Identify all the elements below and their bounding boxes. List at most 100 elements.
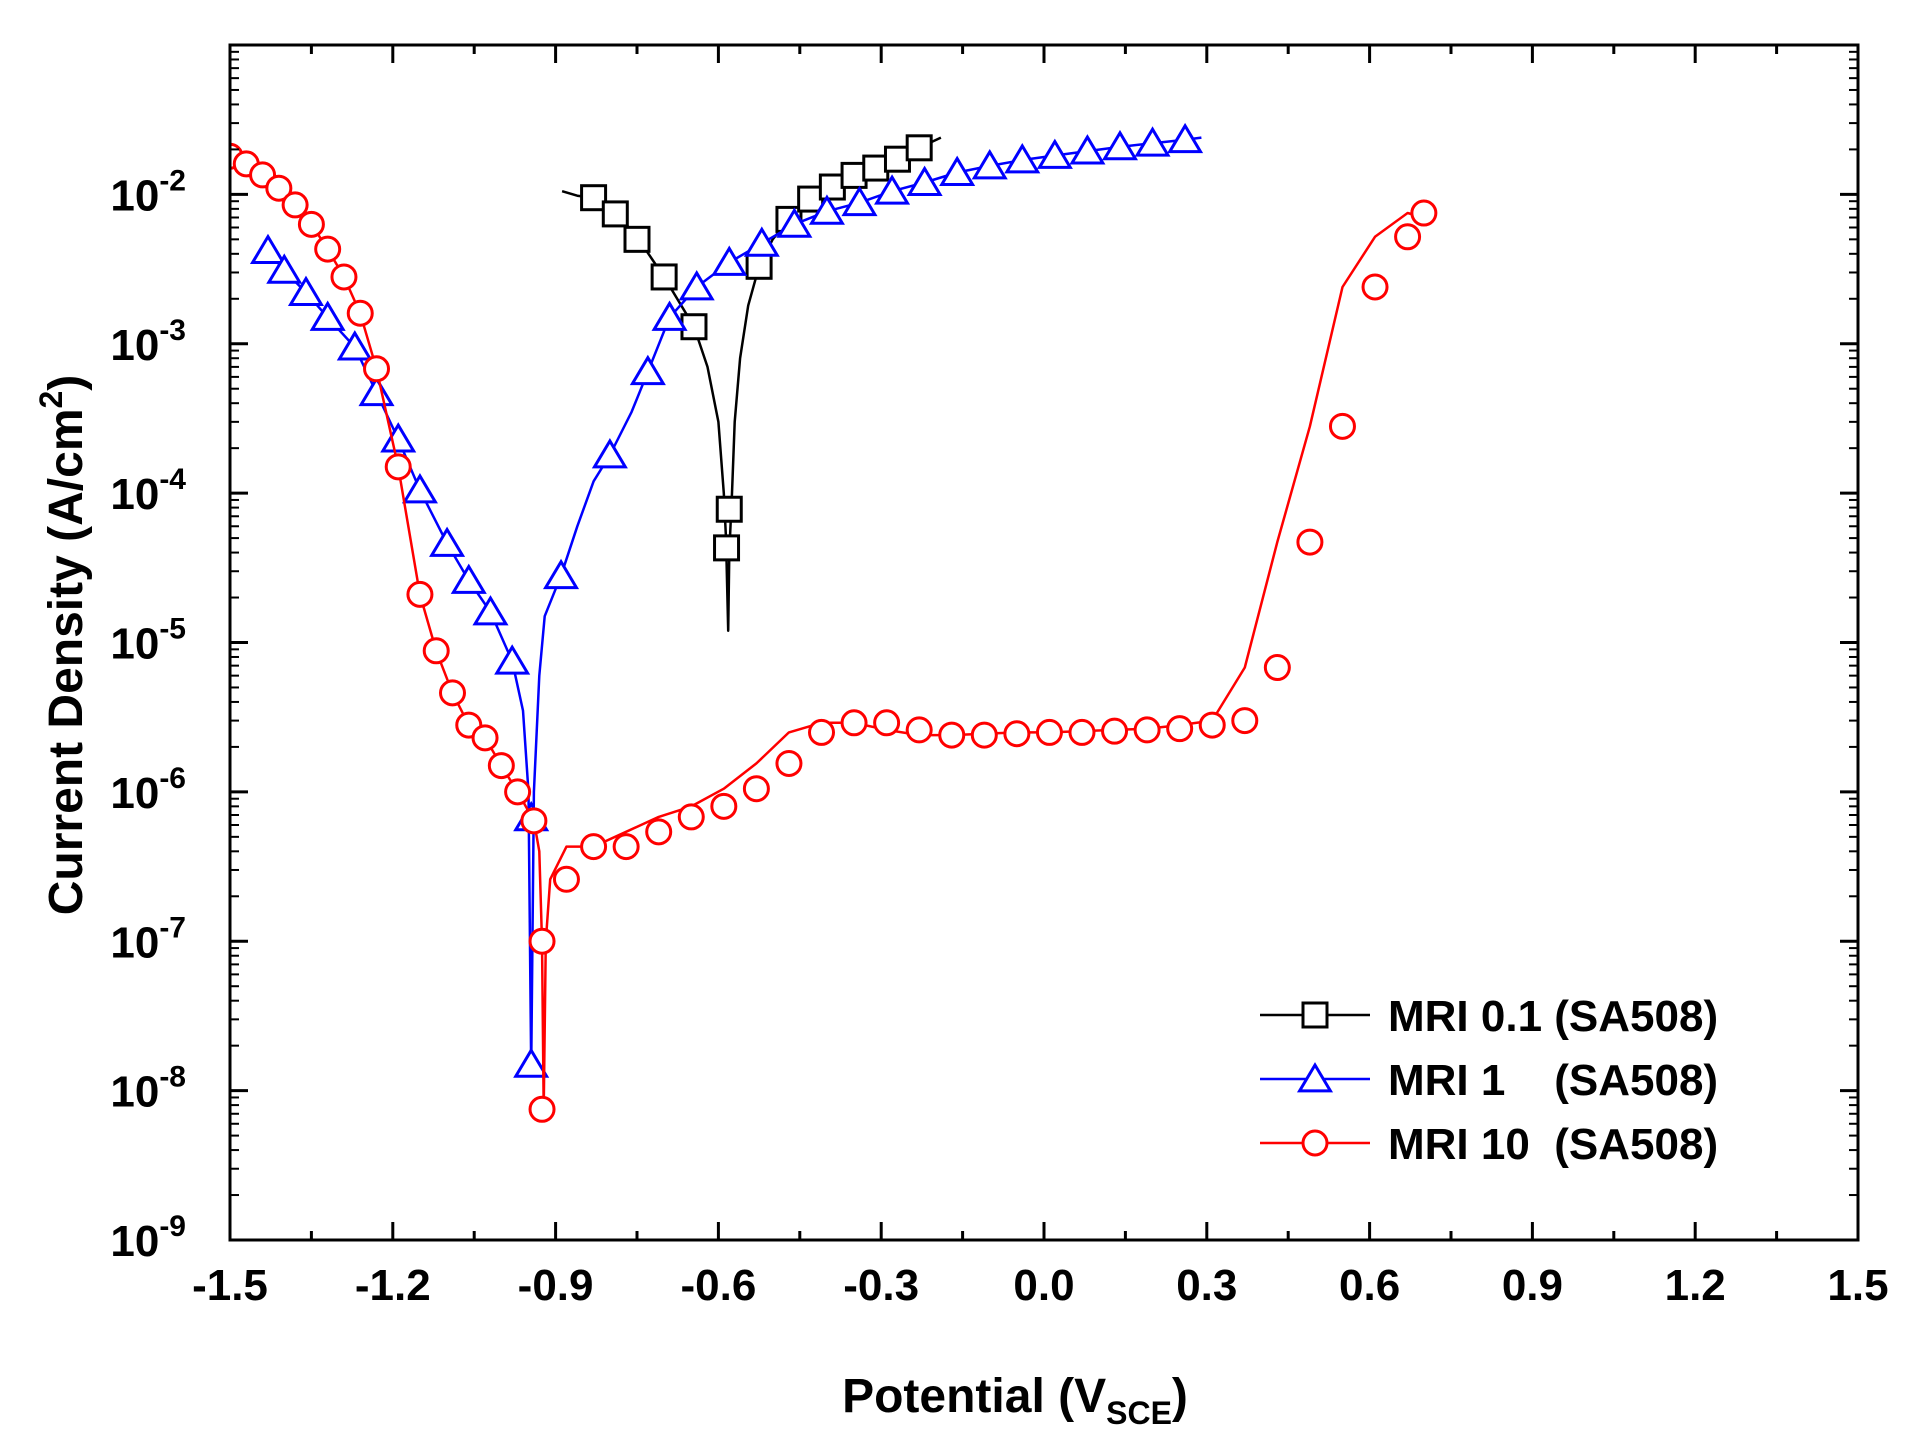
plot-layer: [230, 122, 1438, 1123]
series-3-marker-16: [471, 724, 499, 752]
series-2-marker-6: [358, 375, 395, 407]
series-3-marker-49: [1410, 199, 1438, 227]
series-1-marker-6: [713, 534, 741, 562]
series-2-marker-26: [906, 165, 943, 196]
series-3-marker-33: [905, 716, 933, 744]
series-3-marker-14: [438, 679, 466, 707]
series-2-marker-30: [1036, 138, 1073, 169]
series-3-marker-31: [840, 709, 868, 737]
series-3-marker-30: [808, 718, 836, 746]
series-3-line: [230, 155, 1425, 1111]
axis-layer: -1.5 -1.2 -0.9 -0.6 -0.3 0.0 0.3 0.6 0.9 1.2 1.5 10…: [110, 43, 1889, 1310]
series-3-marker-7: [314, 235, 342, 263]
legend-entry-1: MRI 0.1 (SA508): [1260, 992, 1718, 1041]
legend-entry-3: MRI 10 (SA508): [1260, 1120, 1718, 1169]
series-3-marker-37: [1035, 718, 1063, 746]
y-tick-label-base: 10: [110, 918, 159, 967]
series-1-marker-15: [905, 134, 933, 162]
y-tick-label: 10-7: [110, 911, 186, 967]
series-2-line: [267, 136, 1202, 1071]
y-tick-label: 10-6: [110, 762, 186, 818]
series-3-marker-45: [1296, 528, 1324, 556]
series-3-marker-24: [612, 833, 640, 861]
series-2-marker-14: [513, 1047, 550, 1078]
series-3-marker-35: [970, 721, 998, 749]
series-2-marker-24: [841, 185, 878, 217]
y-axis-title-sup: 2: [33, 391, 69, 409]
y-tick-label: 10-3: [110, 314, 186, 370]
series-2-marker-31: [1069, 134, 1106, 165]
series-3-marker-48: [1394, 223, 1422, 251]
x-tick-label: -1.2: [355, 1261, 431, 1310]
series-3-marker-13: [422, 637, 450, 665]
series-3-marker-12: [406, 580, 434, 608]
y-axis-title: Current Density (A/cm2): [33, 375, 93, 916]
y-tick-label: 10-8: [110, 1061, 186, 1117]
x-tick-label: 0.3: [1176, 1261, 1237, 1310]
series-3-marker-17: [487, 752, 515, 780]
series-3-marker-23: [580, 833, 608, 861]
series-2-marker-15: [542, 558, 580, 590]
series-2-marker-2: [266, 253, 303, 284]
series-2-marker-19: [678, 270, 715, 301]
x-axis-title-close: ): [1172, 1370, 1188, 1423]
data-series-group: [230, 122, 1438, 1123]
series-1-marker-7: [715, 495, 743, 523]
x-axis-title: Potential (VSCE): [842, 1370, 1188, 1431]
series-3-marker-10: [363, 355, 391, 383]
series-2-marker-11: [472, 595, 509, 626]
series-2-marker-18: [651, 300, 688, 331]
series-2-marker-10: [450, 563, 487, 594]
series-2-marker-20: [711, 245, 748, 276]
series-3-marker-32: [873, 709, 901, 737]
series-3-marker-47: [1361, 273, 1389, 301]
series-3-marker-11: [384, 453, 412, 481]
y-tick-label: 10-9: [110, 1210, 186, 1266]
series-2-marker-17: [629, 354, 666, 386]
y-tick-label-exp: -9: [159, 1210, 186, 1243]
series-3-marker-20: [528, 927, 556, 955]
series-2-marker-21: [743, 226, 780, 257]
series-3-marker-36: [1003, 720, 1031, 748]
series-3-marker-19: [520, 807, 548, 835]
x-tick-label: 0.9: [1502, 1261, 1563, 1310]
y-tick-label-base: 10: [110, 321, 159, 370]
y-tick-label-base: 10: [110, 620, 159, 669]
series-3-marker-5: [281, 191, 309, 219]
x-tick-label: -0.3: [843, 1261, 919, 1310]
x-tick-label: 0.6: [1339, 1261, 1400, 1310]
x-axis-title-main: Potential (V: [842, 1370, 1106, 1423]
series-2-marker-28: [971, 149, 1008, 180]
series-3-marker-18: [504, 778, 532, 806]
series-3-marker-4: [265, 174, 293, 202]
x-tick-label: 1.5: [1827, 1261, 1888, 1310]
legend: MRI 0.1 (SA508) MRI 1 (SA508) MRI 10 (SA50…: [1260, 992, 1718, 1169]
series-3-marker-40: [1133, 716, 1161, 744]
x-tick-label: 1.2: [1665, 1261, 1726, 1310]
series-2-marker-5: [336, 330, 373, 361]
series-3-marker-21: [528, 1095, 556, 1123]
series-3-marker-29: [775, 749, 803, 777]
series-1-marker-1: [580, 184, 608, 212]
y-tick-label-exp: -5: [159, 613, 186, 646]
x-tick-label: -1.5: [192, 1261, 268, 1310]
series-1-marker-4: [650, 263, 678, 291]
legend-entry-2-marker: [1296, 1062, 1334, 1093]
y-tick-label-base: 10: [110, 470, 159, 519]
y-tick-label-exp: -8: [159, 1061, 186, 1094]
legend-entry-1-label: MRI 0.1 (SA508): [1388, 992, 1718, 1041]
series-1-marker-2: [601, 200, 629, 228]
series-3-marker-34: [938, 721, 966, 749]
series-1-marker-8: [745, 252, 773, 280]
series-2-marker-27: [939, 155, 976, 186]
series-2-marker-12: [494, 644, 531, 675]
series-2-marker-9: [429, 526, 466, 557]
series-3-marker-9: [346, 299, 374, 327]
y-tick-label: 10-4: [110, 463, 186, 519]
series-1-marker-5: [680, 313, 708, 341]
legend-entry-1-marker: [1301, 1001, 1329, 1029]
y-tick-label-exp: -6: [159, 762, 186, 795]
x-tick-label: -0.6: [680, 1261, 756, 1310]
series-1-marker-3: [623, 225, 651, 253]
